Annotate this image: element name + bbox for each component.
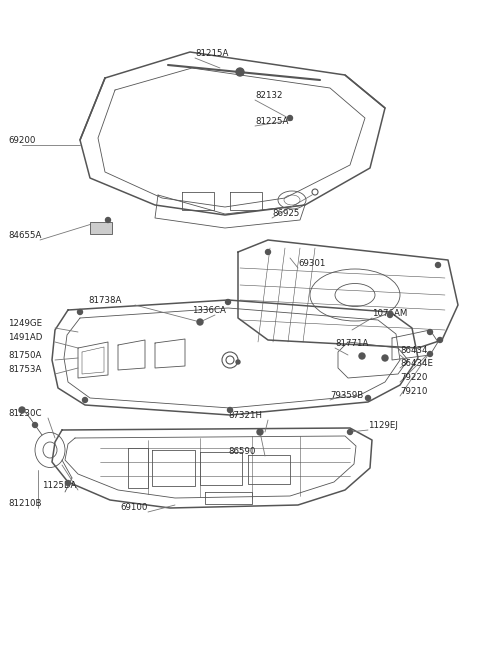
- Text: 1491AD: 1491AD: [8, 333, 42, 342]
- Circle shape: [288, 115, 292, 121]
- Text: 81215A: 81215A: [195, 49, 228, 58]
- Circle shape: [359, 353, 365, 359]
- Circle shape: [77, 310, 83, 314]
- Text: 69301: 69301: [298, 259, 325, 268]
- Circle shape: [312, 189, 318, 195]
- Text: 79210: 79210: [400, 387, 427, 396]
- Text: 82132: 82132: [255, 91, 283, 100]
- Text: 1129EJ: 1129EJ: [368, 421, 398, 430]
- Circle shape: [226, 300, 230, 304]
- Text: 69100: 69100: [120, 503, 147, 512]
- Circle shape: [106, 218, 110, 222]
- Circle shape: [197, 319, 203, 325]
- Bar: [90, 222, 112, 234]
- Text: 86925: 86925: [272, 209, 300, 218]
- Circle shape: [226, 356, 234, 364]
- Text: 1076AM: 1076AM: [372, 309, 408, 318]
- Circle shape: [228, 407, 232, 413]
- Text: 87321H: 87321H: [228, 411, 262, 420]
- Text: 86434E: 86434E: [400, 359, 433, 368]
- Text: 1336CA: 1336CA: [192, 306, 226, 315]
- Circle shape: [435, 262, 441, 268]
- Circle shape: [365, 396, 371, 401]
- Circle shape: [236, 68, 244, 76]
- Circle shape: [437, 337, 443, 342]
- Circle shape: [65, 480, 71, 485]
- Circle shape: [382, 355, 388, 361]
- Text: 86434: 86434: [400, 346, 428, 355]
- Circle shape: [236, 360, 240, 364]
- Circle shape: [33, 422, 37, 428]
- Circle shape: [387, 312, 393, 318]
- Text: 81750A: 81750A: [8, 351, 41, 360]
- Circle shape: [348, 430, 352, 434]
- Text: 79359B: 79359B: [330, 391, 363, 400]
- Circle shape: [428, 352, 432, 356]
- Text: 69200: 69200: [8, 136, 36, 145]
- Circle shape: [19, 407, 25, 413]
- Text: 81771A: 81771A: [335, 339, 368, 348]
- Text: 81230C: 81230C: [8, 409, 41, 418]
- Circle shape: [428, 329, 432, 335]
- Text: 81738A: 81738A: [88, 296, 121, 305]
- Text: 84655A: 84655A: [8, 231, 41, 240]
- Text: 79220: 79220: [400, 373, 427, 382]
- Text: 81225A: 81225A: [255, 117, 288, 126]
- Circle shape: [257, 429, 263, 435]
- Circle shape: [265, 249, 271, 255]
- Text: 1249GE: 1249GE: [8, 319, 42, 328]
- Text: 1125DA: 1125DA: [42, 481, 76, 490]
- Circle shape: [222, 352, 238, 368]
- Text: 81753A: 81753A: [8, 365, 41, 374]
- Text: 81210B: 81210B: [8, 499, 41, 508]
- Text: 86590: 86590: [228, 447, 255, 456]
- Circle shape: [83, 398, 87, 403]
